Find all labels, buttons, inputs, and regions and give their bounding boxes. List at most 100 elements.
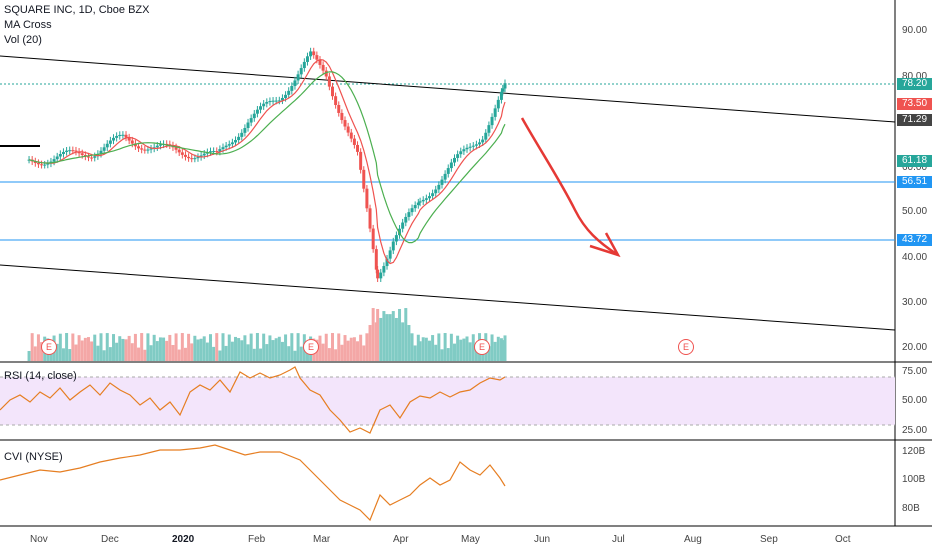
candle-body: [459, 151, 463, 155]
volume-bar: [424, 337, 428, 361]
candle-body: [327, 76, 331, 87]
candle-body: [274, 100, 278, 102]
candle-body: [481, 139, 485, 143]
time-tick: Jul: [612, 534, 625, 545]
cvi-tick: 120B: [902, 446, 926, 457]
volume-bar: [199, 338, 203, 361]
earnings-marker[interactable]: E: [41, 339, 57, 355]
candle-body: [33, 161, 37, 164]
lower-trendline: [0, 264, 896, 331]
volume-bar: [394, 317, 398, 361]
candle-body: [356, 144, 360, 152]
volume-bar: [318, 335, 322, 361]
candle-body: [413, 205, 417, 209]
volume-bar: [449, 333, 453, 361]
candle-body: [487, 125, 491, 133]
candle-body: [434, 189, 438, 194]
volume-bar: [459, 339, 463, 361]
volume-bar: [249, 333, 253, 361]
volume-bar: [382, 311, 386, 361]
volume-bar: [413, 345, 417, 361]
candle-body: [359, 151, 363, 170]
volume-bar: [193, 335, 197, 361]
candle-body: [252, 113, 256, 119]
volume-bar: [388, 314, 392, 361]
candle-body: [221, 147, 225, 150]
candle-body: [449, 162, 453, 169]
volume-bar: [293, 350, 297, 361]
time-tick: Jun: [534, 534, 551, 545]
candle-body: [243, 127, 247, 133]
price-tick: 90.00: [902, 25, 928, 36]
volume-bar: [108, 347, 112, 361]
volume-bar: [168, 334, 172, 361]
volume-bar: [437, 333, 441, 361]
volume-bar: [115, 342, 119, 361]
volume-bar: [346, 340, 350, 361]
candle-body: [268, 101, 272, 103]
candle-body: [290, 86, 294, 91]
volume-bar: [327, 348, 331, 361]
candle-body: [237, 136, 241, 141]
volume-bar: [371, 308, 375, 361]
earnings-marker[interactable]: E: [303, 339, 319, 355]
candle-body: [280, 97, 284, 101]
candle-body: [474, 144, 478, 146]
candle-body: [271, 100, 275, 102]
candle-body: [343, 120, 347, 127]
volume-bar: [410, 333, 414, 361]
volume-bar: [404, 308, 408, 361]
volume-bar: [465, 336, 469, 361]
candle-body: [427, 196, 431, 199]
volume-label[interactable]: Vol (20): [4, 34, 42, 46]
candle-body: [401, 222, 405, 229]
volume-bar: [86, 337, 90, 361]
volume-bar: [221, 333, 225, 361]
candle-body: [424, 198, 428, 200]
volume-bar: [237, 338, 241, 361]
price-tick: 50.00: [902, 206, 928, 217]
candle-body: [105, 143, 109, 148]
candle-body: [68, 150, 72, 152]
volume-bar: [27, 351, 31, 361]
cvi-title[interactable]: CVI (NYSE): [4, 451, 63, 463]
earnings-marker[interactable]: E: [474, 339, 490, 355]
volume-bar: [440, 349, 444, 361]
candle-body: [334, 96, 338, 106]
ma-fast-tag: 73.50: [897, 98, 932, 110]
volume-bar: [224, 345, 228, 361]
rsi-title[interactable]: RSI (14, close): [4, 370, 77, 382]
volume-bar: [287, 346, 291, 361]
candle-body: [40, 164, 44, 166]
candle-body: [302, 61, 306, 69]
price-tick: 30.00: [902, 297, 928, 308]
candle-body: [484, 132, 488, 140]
volume-bar: [398, 308, 402, 361]
volume-bar: [456, 335, 460, 361]
candle-body: [58, 154, 62, 157]
volume-bar: [55, 343, 59, 361]
volume-bar: [271, 340, 275, 361]
volume-bar: [215, 333, 219, 361]
candle-body: [440, 179, 444, 185]
candle-body: [196, 157, 200, 159]
volume-bar: [265, 344, 269, 361]
volume-bar: [146, 333, 150, 361]
ma-cross-label[interactable]: MA Cross: [4, 19, 52, 31]
volume-bar: [130, 343, 134, 361]
volume-bar: [262, 333, 266, 361]
volume-bar: [268, 335, 272, 361]
volume-bar: [90, 341, 94, 361]
volume-bar: [427, 340, 431, 361]
candle-body: [443, 173, 447, 180]
candle-body: [456, 154, 460, 158]
earnings-marker[interactable]: E: [678, 339, 694, 355]
chart-title: SQUARE INC, 1D, Cboe BZX: [4, 4, 150, 16]
candle-body: [362, 169, 366, 189]
candle-body: [309, 51, 313, 57]
candle-body: [293, 80, 297, 87]
volume-bar: [365, 333, 369, 361]
cvi-tick: 80B: [902, 503, 920, 514]
candle-body: [86, 156, 90, 158]
